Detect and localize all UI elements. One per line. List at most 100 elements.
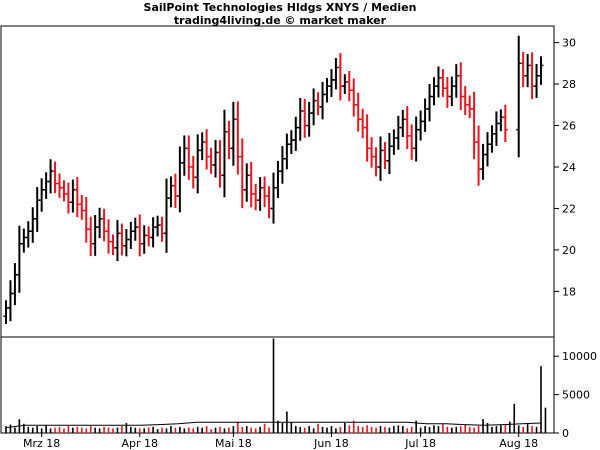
ohlc-bar: [427, 84, 433, 122]
ohlc-bar: [275, 160, 281, 198]
ohlc-bar: [337, 53, 343, 101]
ohlc-bar: [409, 124, 415, 160]
ohlc-bar: [284, 133, 290, 170]
ohlc-bar: [422, 98, 428, 132]
ohlc-bar: [320, 81, 326, 120]
ohlc-bar: [213, 139, 219, 178]
ohlc-bar: [61, 180, 67, 202]
ohlc-bar: [57, 173, 62, 198]
ohlc-bar: [168, 176, 174, 208]
ohlc-bar: [400, 109, 406, 138]
price-tick-label: 22: [562, 202, 576, 215]
chart-subtitle: trading4living.de © market maker: [173, 14, 387, 27]
price-bars: [3, 35, 544, 324]
ohlc-bar: [471, 91, 477, 160]
ohlc-bar: [386, 133, 392, 175]
time-tick-label: Jun 18: [313, 437, 349, 450]
ohlc-bar: [279, 146, 285, 184]
ohlc-bar: [449, 76, 455, 107]
ohlc-bar: [297, 97, 303, 141]
volume-tick-label: 10000: [562, 350, 597, 363]
ohlc-bar: [159, 216, 165, 242]
volume-axis: 0 5000 10000: [554, 350, 597, 440]
price-tick-label: 26: [562, 120, 576, 133]
volume-tick-label: 0: [562, 427, 569, 440]
ohlc-bar: [369, 137, 375, 168]
time-axis: Mrz 18 Apr 18 Mai 18 Jun 18 Jul 18 Aug 18: [23, 433, 538, 450]
time-tick-label: Mrz 18: [23, 437, 60, 450]
ohlc-bar: [351, 78, 357, 117]
ohlc-bar: [164, 178, 169, 253]
ohlc-bar: [12, 263, 18, 306]
ohlc-bar: [355, 92, 361, 132]
ohlc-bar: [467, 95, 473, 119]
ohlc-bar: [48, 159, 54, 194]
ohlc-bar: [128, 221, 134, 249]
ohlc-bar: [293, 116, 299, 151]
ohlc-bar: [114, 220, 120, 262]
ohlc-bar: [88, 216, 94, 257]
ohlc-bar: [306, 101, 312, 137]
ohlc-bar: [395, 115, 401, 150]
time-tick-label: Aug 18: [499, 437, 538, 450]
ohlc-bar: [92, 214, 98, 256]
ohlc-bar: [39, 178, 45, 212]
ohlc-bar: [266, 186, 272, 219]
ohlc-bar: [418, 110, 424, 141]
ohlc-bar: [101, 208, 107, 242]
ohlc-bar: [52, 161, 58, 194]
price-tick-label: 30: [562, 37, 576, 50]
ohlc-bar: [315, 92, 321, 116]
volume-average-line: [5, 421, 542, 429]
ohlc-bar: [525, 54, 531, 88]
ohlc-bar: [230, 101, 236, 166]
ohlc-bar: [253, 183, 259, 211]
ohlc-bar: [186, 135, 192, 180]
ohlc-bar: [498, 109, 504, 132]
ohlc-bar: [141, 225, 147, 254]
ohlc-bar: [333, 58, 339, 90]
ohlc-bar: [502, 104, 508, 143]
ohlc-bar: [25, 221, 31, 248]
ohlc-bar: [65, 182, 71, 214]
ohlc-bar: [221, 109, 227, 198]
ohlc-bar: [172, 173, 178, 208]
ohlc-bar: [520, 51, 526, 88]
ohlc-bar: [150, 217, 156, 248]
ohlc-bar: [83, 197, 89, 243]
ohlc-bar: [146, 226, 152, 247]
time-tick-label: Apr 18: [121, 437, 158, 450]
ohlc-bar: [70, 179, 76, 213]
ohlc-bar: [534, 63, 540, 98]
ohlc-bar: [444, 76, 450, 108]
ohlc-bar: [476, 125, 482, 186]
ohlc-bar: [404, 106, 410, 150]
ohlc-bar: [364, 114, 370, 162]
ohlc-bar: [373, 147, 379, 177]
ohlc-bar: [21, 228, 27, 253]
ohlc-bar: [288, 130, 294, 155]
time-tick-label: Mai 18: [215, 437, 252, 450]
ohlc-bar: [34, 187, 40, 232]
ohlc-bar: [204, 129, 210, 170]
ohlc-bar: [43, 172, 49, 199]
ohlc-bar: [493, 111, 499, 146]
ohlc-bar: [123, 228, 129, 257]
price-tick-label: 24: [562, 161, 576, 174]
ohlc-bar: [529, 52, 535, 100]
ohlc-bar: [458, 62, 464, 111]
ohlc-bar: [382, 142, 388, 170]
ohlc-bar: [324, 78, 330, 103]
ohlc-bar: [7, 280, 13, 322]
ohlc-bar: [453, 64, 459, 98]
price-tick-label: 20: [562, 244, 576, 257]
ohlc-bar: [391, 129, 397, 155]
ohlc-bar: [74, 176, 80, 218]
volume-tick-label: 5000: [562, 389, 590, 402]
ohlc-bar: [413, 116, 419, 162]
ohlc-bar: [257, 177, 263, 211]
ohlc-bar: [195, 134, 201, 194]
ohlc-bar: [462, 86, 468, 116]
ohlc-bar: [431, 77, 437, 106]
